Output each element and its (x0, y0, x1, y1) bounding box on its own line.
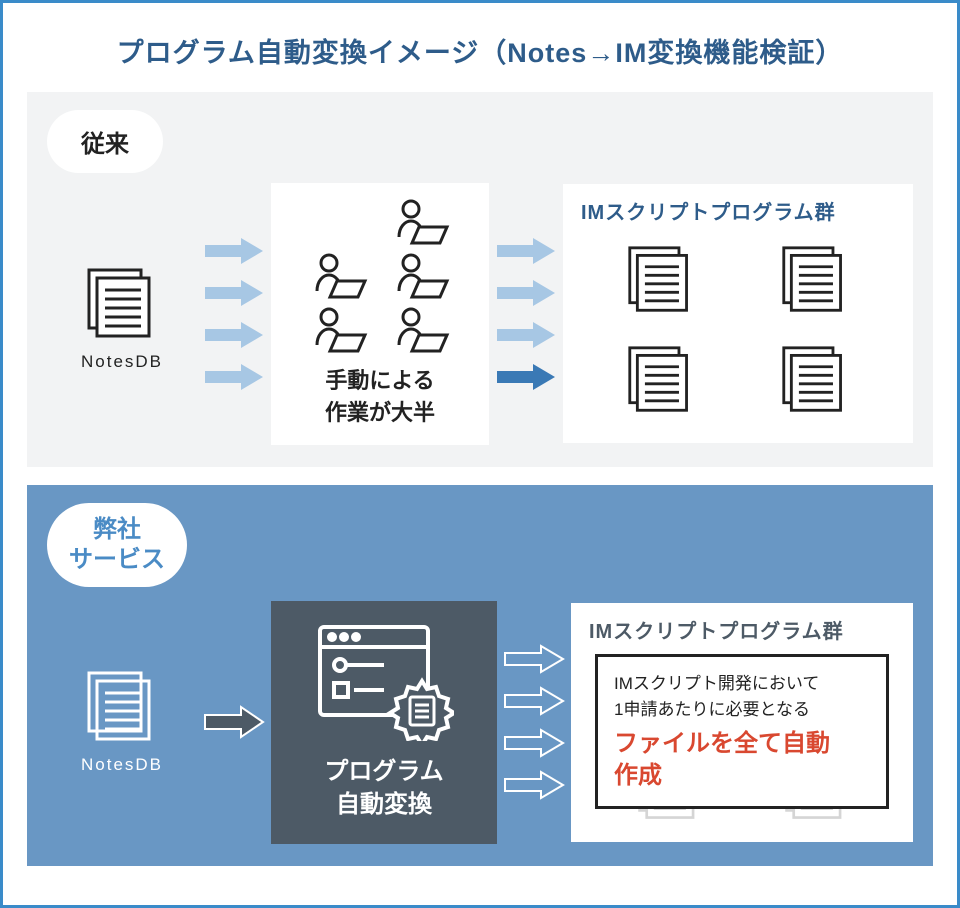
im-title-bot: IMスクリプトプログラム群 (589, 615, 895, 644)
panel-conventional: 従来 NotesDB (27, 92, 933, 467)
worker-icon (389, 305, 453, 355)
document-stack-icon (626, 243, 696, 317)
notesdb-top: NotesDB (47, 256, 197, 372)
diagram-title: プログラム自動変換イメージ（Notes→IM変換機能検証） (27, 31, 933, 70)
arrow-icon (495, 236, 557, 266)
arrow-icon (495, 278, 557, 308)
worker-icon (307, 251, 371, 301)
arrow-icon (203, 278, 265, 308)
arrow-icon (203, 236, 265, 266)
doc-grid-top (581, 235, 895, 425)
worker-icon (389, 197, 453, 247)
arrow-icon (203, 320, 265, 350)
arrow-icon (503, 644, 565, 674)
arrows-left-bot (203, 705, 265, 739)
arrow-icon (495, 320, 557, 350)
center-text: 手動による 作業が大半 (325, 365, 435, 429)
callout-line1: IMスクリプト開発において 1申請あたりに必要となる (614, 671, 870, 724)
worker-icon (389, 251, 453, 301)
document-stack-icon (85, 669, 159, 745)
im-box-bot: IMスクリプトプログラム群 IMスクリプト開発において 1申請あたりに必要となる… (571, 603, 913, 842)
arrows-right-bot (503, 644, 565, 800)
document-stack-icon (85, 266, 159, 342)
arrows-left-top (203, 236, 265, 392)
im-box-top: IMスクリプトプログラム群 (563, 184, 913, 443)
notesdb-bot: NotesDB (47, 669, 197, 775)
arrow-icon (503, 770, 565, 800)
im-title-top: IMスクリプトプログラム群 (581, 196, 895, 225)
badge-our-service: 弊社 サービス (47, 503, 187, 587)
callout-line2: ファイルを全て自動 作成 (614, 728, 870, 793)
document-stack-icon (780, 343, 850, 417)
worker-icon (307, 305, 371, 355)
arrow-icon (503, 728, 565, 758)
notesdb-label-bot: NotesDB (81, 755, 163, 775)
center-text-bot: プログラム 自動変換 (324, 755, 443, 822)
arrow-icon (203, 705, 265, 739)
notesdb-label: NotesDB (81, 352, 163, 372)
badge-conventional: 従来 (47, 110, 163, 173)
panel-our-service: 弊社 サービス NotesDB (27, 485, 933, 866)
arrow-icon (495, 362, 557, 392)
diagram-frame: プログラム自動変換イメージ（Notes→IM変換機能検証） 従来 NotesDB (0, 0, 960, 908)
document-stack-icon (626, 343, 696, 417)
center-auto-convert: プログラム 自動変換 (271, 601, 497, 844)
program-gear-icon (314, 621, 454, 741)
arrow-icon (503, 686, 565, 716)
worker-icons (307, 197, 453, 355)
callout-box: IMスクリプト開発において 1申請あたりに必要となる ファイルを全て自動 作成 (595, 654, 889, 809)
arrows-right-top (495, 236, 557, 392)
document-stack-icon (780, 243, 850, 317)
callout-wrap: IMスクリプト開発において 1申請あたりに必要となる ファイルを全て自動 作成 (589, 654, 895, 824)
center-manual-work: 手動による 作業が大半 (271, 183, 489, 445)
arrow-icon (203, 362, 265, 392)
